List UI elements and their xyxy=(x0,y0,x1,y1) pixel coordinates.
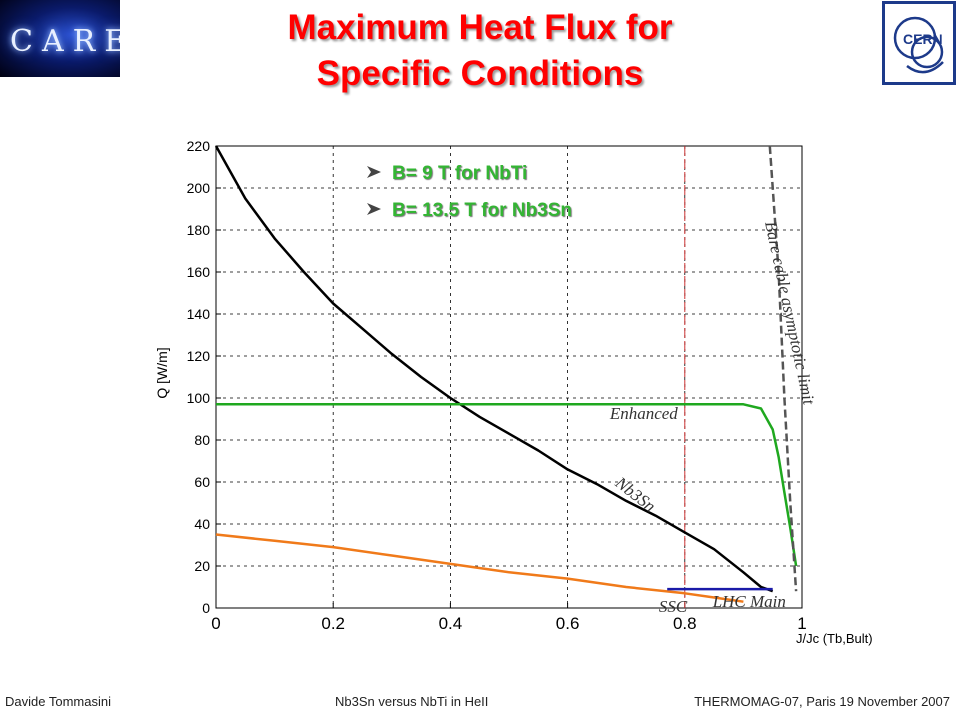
y-tick-label: 60 xyxy=(194,474,210,490)
slide-title-line2: Specific Conditions xyxy=(316,54,644,93)
y-tick-label: 20 xyxy=(194,558,210,574)
series-line-2 xyxy=(215,533,744,603)
legend-item-nbti: B= 9 T for NbTi xyxy=(366,163,527,185)
y-tick-label: 180 xyxy=(187,222,211,238)
footer-author: Davide Tommasini xyxy=(5,694,111,709)
plot-area xyxy=(215,145,803,609)
cern-logo-graphic: CERN xyxy=(893,16,944,74)
x-tick-label: 0 xyxy=(211,614,220,633)
care-logo: CARE xyxy=(0,0,120,77)
heat-flux-chart: 0 0.2 0.4 0.6 0.8 1 0 20 40 60 80 100 120 140 160 180 20… xyxy=(154,138,873,646)
y-tick-label: 80 xyxy=(194,432,210,448)
x-tick-label: 0.6 xyxy=(556,614,580,633)
x-tick-label: 0.4 xyxy=(439,614,463,633)
footer-talk: Nb3Sn versus NbTi in HeII xyxy=(335,694,489,709)
y-tick-label: 120 xyxy=(187,348,211,364)
footer-event: THERMOMAG-07, Paris 19 November 2007 xyxy=(694,694,950,709)
care-logo-text: CARE xyxy=(10,24,120,59)
cern-logo: CERN xyxy=(882,1,956,85)
y-axis-label: Q [W/m] xyxy=(154,347,170,398)
arrow-bullet-icon xyxy=(366,200,382,222)
y-tick-label: 100 xyxy=(187,390,211,406)
arrow-bullet-icon xyxy=(366,163,382,185)
chart-annotation-3: SSC xyxy=(659,597,688,616)
cern-logo-text: CERN xyxy=(903,31,943,47)
x-axis-label: J/Jc (Tb,Bult) xyxy=(796,631,873,646)
y-tick-label: 40 xyxy=(194,516,210,532)
y-tick-label: 140 xyxy=(187,306,211,322)
chart-annotation-1: Enhanced xyxy=(609,404,678,423)
legend-label: B= 13.5 T for Nb3Sn xyxy=(392,200,573,222)
y-tick-label: 160 xyxy=(187,264,211,280)
chart-annotation-4: LHC Main xyxy=(712,592,786,611)
series-line-1 xyxy=(216,403,798,567)
series-line-4 xyxy=(768,145,798,592)
y-tick-label: 200 xyxy=(187,180,211,196)
legend-item-nb3sn: B= 13.5 T for Nb3Sn xyxy=(366,200,572,222)
slide-title-line1: Maximum Heat Flux for xyxy=(287,8,673,47)
x-tick-label: 0.8 xyxy=(673,614,697,633)
series-line-0 xyxy=(214,145,774,593)
x-tick-label: 0.2 xyxy=(321,614,345,633)
x-tick-label: 1 xyxy=(797,614,806,633)
y-tick-label: 0 xyxy=(202,600,210,616)
legend-label: B= 9 T for NbTi xyxy=(392,163,528,185)
y-tick-label: 220 xyxy=(187,138,211,154)
